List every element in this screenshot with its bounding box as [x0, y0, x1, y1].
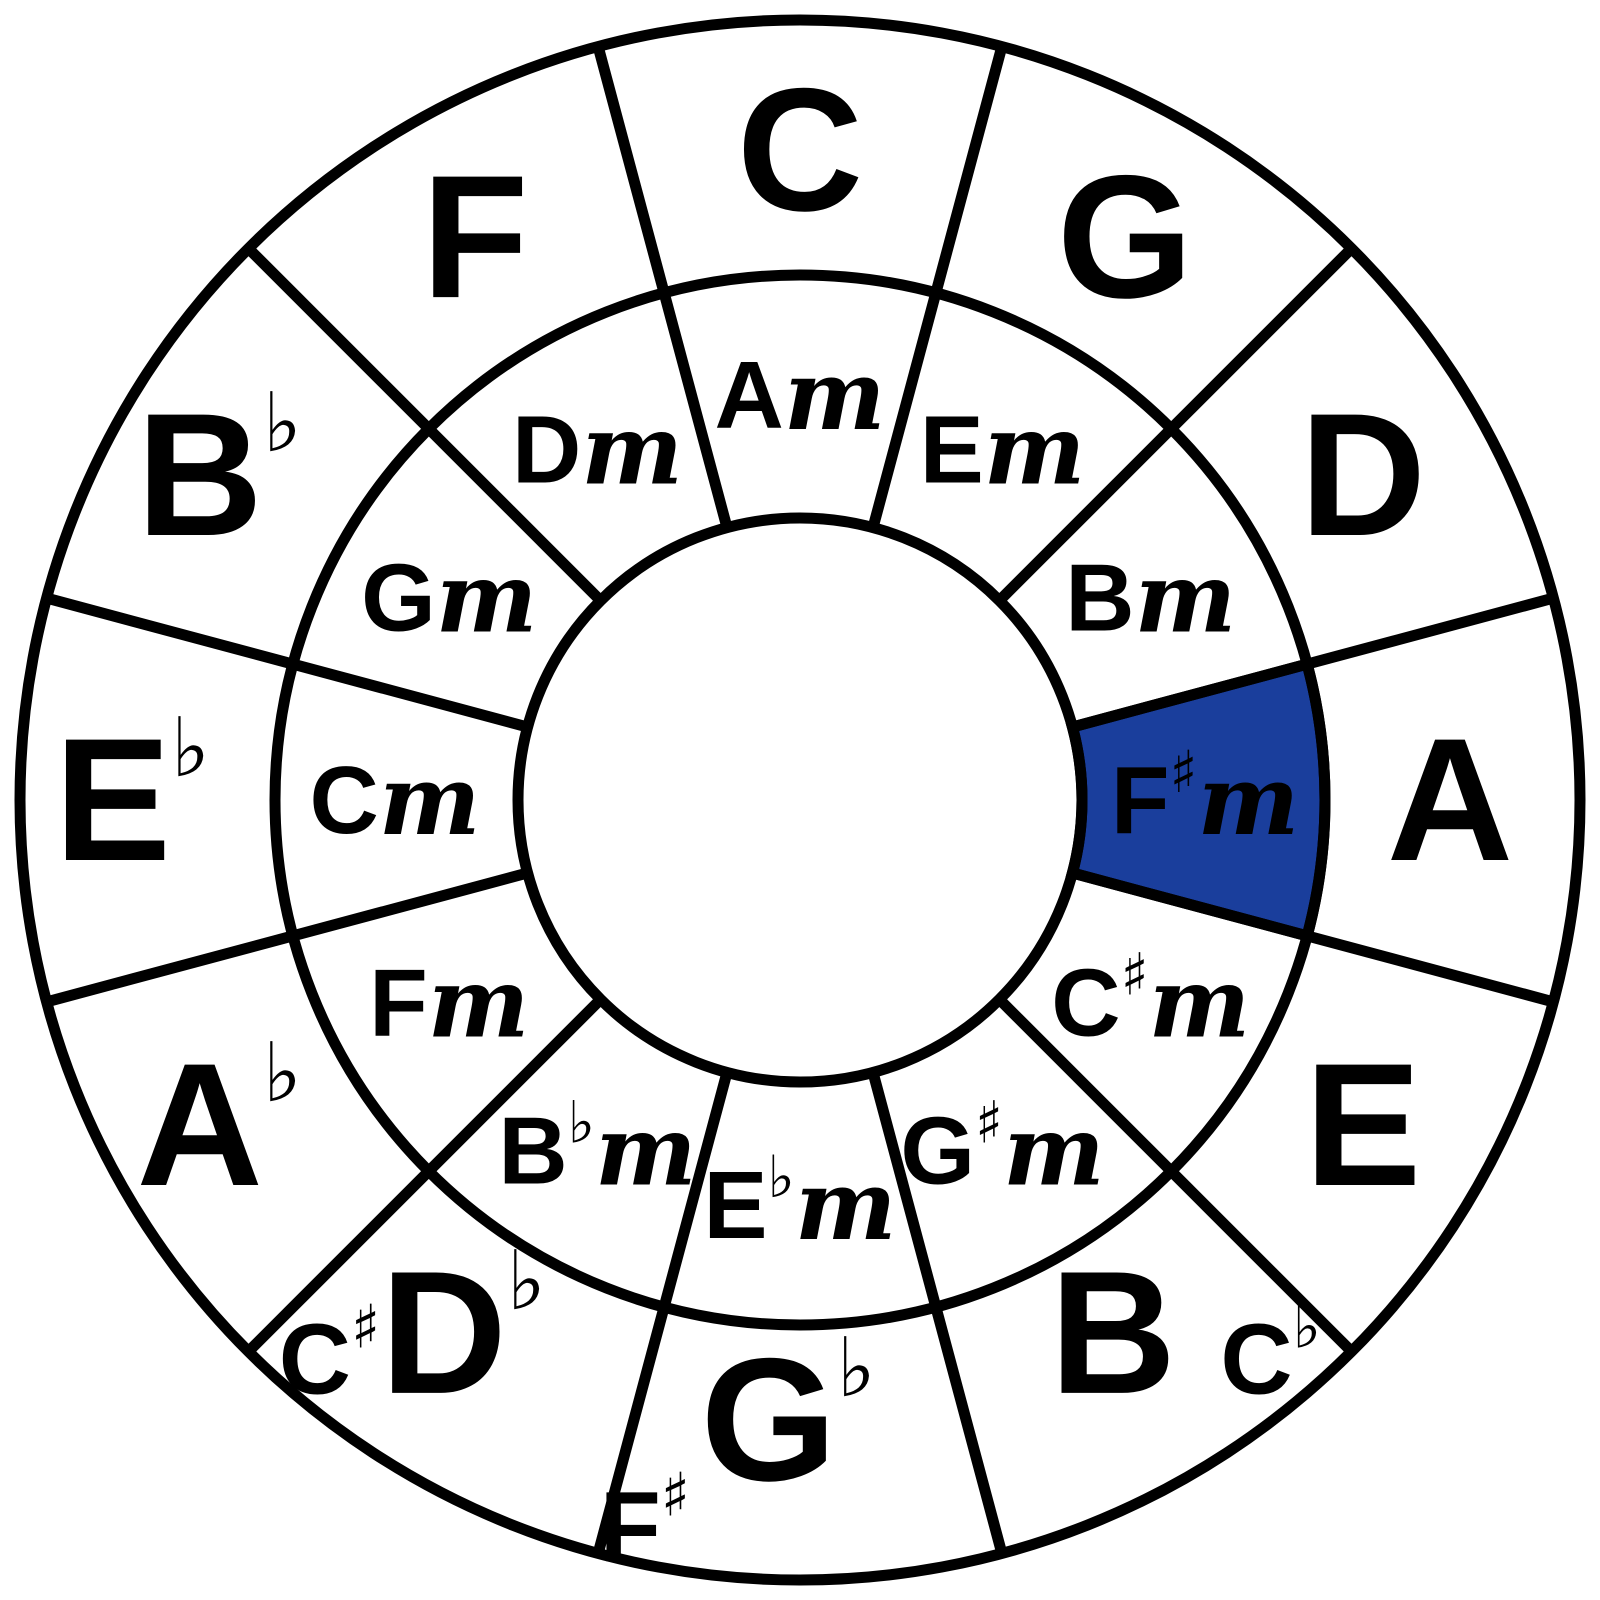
minor-key-label: F♯m — [1111, 738, 1299, 857]
minor-key-label: Cm — [310, 744, 481, 857]
enharmonic-root: C — [1220, 1304, 1292, 1416]
accidental: ♭ — [768, 1143, 795, 1211]
minor-key-root: C — [1051, 949, 1120, 1056]
minor-key-label: Am — [715, 339, 886, 452]
accidental: ♯ — [351, 1293, 380, 1363]
enharmonic-label: C♯ — [279, 1293, 380, 1416]
major-key-root: F — [422, 140, 529, 335]
minor-key-root: C — [310, 747, 379, 854]
major-key-root: E — [1305, 1028, 1422, 1223]
minor-key-root: F — [369, 949, 428, 1056]
major-key-root: D — [380, 1235, 506, 1430]
major-key-root: D — [1300, 378, 1426, 573]
major-key-root: B — [137, 378, 263, 573]
enharmonic-label: C♭ — [1220, 1293, 1321, 1416]
major-key-label: D♭ — [380, 1233, 545, 1430]
accidental: ♭ — [263, 376, 302, 471]
minor-key-root: E — [920, 396, 984, 503]
minor-key-label: Fm — [369, 946, 529, 1059]
accidental: ♯ — [975, 1089, 1003, 1157]
major-key-label: B♭ — [137, 376, 302, 573]
major-key-root: B — [1050, 1235, 1176, 1430]
enharmonic-label: F♯ — [600, 1460, 690, 1583]
major-key-label: E♭ — [54, 701, 209, 898]
minor-suffix: m — [379, 744, 481, 857]
minor-suffix: m — [428, 946, 530, 1059]
minor-key-label: C♯m — [1051, 941, 1250, 1060]
minor-suffix: m — [1198, 744, 1300, 857]
minor-key-label: E♭m — [704, 1143, 897, 1262]
divider-line — [244, 244, 605, 605]
accidental: ♯ — [1169, 738, 1197, 806]
major-key-label: E — [1305, 1028, 1422, 1223]
minor-key-label: G♯m — [900, 1089, 1104, 1208]
major-key-label: A — [1387, 703, 1513, 898]
divider-line — [592, 45, 733, 530]
divider-line — [1070, 592, 1555, 733]
minor-key-label: Dm — [512, 393, 683, 506]
minor-key-root: G — [361, 544, 436, 651]
minor-suffix: m — [581, 393, 683, 506]
divider-line — [592, 1070, 733, 1555]
inner-ring — [512, 512, 1088, 1088]
enharmonic-root: F — [600, 1471, 661, 1583]
major-key-root: E — [54, 703, 171, 898]
divider-line — [45, 592, 530, 733]
divider-line — [995, 995, 1356, 1356]
major-key-label: F — [422, 140, 529, 335]
minor-suffix: m — [1003, 1094, 1105, 1207]
major-key-root: A — [137, 1028, 263, 1223]
minor-key-root: A — [715, 342, 784, 449]
major-key-label: A♭ — [137, 1026, 302, 1223]
minor-key-root: B — [498, 1097, 567, 1204]
major-key-label: G♭ — [701, 1321, 876, 1518]
outer-ring — [14, 14, 1586, 1586]
major-key-label: C — [737, 53, 863, 248]
accidental: ♭ — [1293, 1293, 1321, 1363]
minor-key-root: F — [1111, 747, 1170, 854]
divider-line — [867, 45, 1008, 530]
divider-line — [995, 244, 1356, 605]
minor-key-root: E — [704, 1152, 768, 1259]
minor-key-root: D — [512, 396, 581, 503]
accidental: ♭ — [837, 1321, 876, 1416]
accidental: ♭ — [507, 1233, 546, 1328]
divider-line — [1070, 867, 1555, 1008]
minor-suffix: m — [784, 339, 886, 452]
accidental: ♭ — [171, 701, 210, 796]
accidental: ♯ — [1121, 941, 1149, 1009]
divider-line — [45, 867, 530, 1008]
minor-key-label: Bm — [1065, 541, 1236, 654]
minor-suffix: m — [1135, 541, 1237, 654]
accidental: ♭ — [263, 1026, 302, 1121]
minor-suffix: m — [1149, 946, 1251, 1059]
enharmonic-root: C — [279, 1304, 351, 1416]
major-key-root: G — [1057, 140, 1193, 335]
divider-line — [867, 1070, 1008, 1555]
divider-lines — [45, 45, 1555, 1555]
minor-suffix: m — [984, 393, 1086, 506]
minor-suffix: m — [595, 1094, 697, 1207]
minor-key-root: B — [1065, 544, 1134, 651]
minor-key-root: G — [900, 1097, 975, 1204]
accidental: ♭ — [568, 1089, 595, 1157]
major-key-label: D — [1300, 378, 1426, 573]
minor-suffix: m — [436, 541, 538, 654]
major-key-root: C — [737, 53, 863, 248]
minor-key-label: B♭m — [498, 1089, 696, 1208]
middle-ring — [269, 269, 1331, 1331]
accidental: ♯ — [661, 1460, 690, 1530]
minor-suffix: m — [795, 1149, 897, 1262]
major-key-root: G — [701, 1323, 837, 1518]
minor-key-label: Em — [920, 393, 1086, 506]
major-key-label: B — [1050, 1235, 1176, 1430]
major-key-root: A — [1387, 703, 1513, 898]
minor-key-label: Gm — [361, 541, 537, 654]
divider-line — [244, 995, 605, 1356]
major-key-label: G — [1057, 140, 1193, 335]
